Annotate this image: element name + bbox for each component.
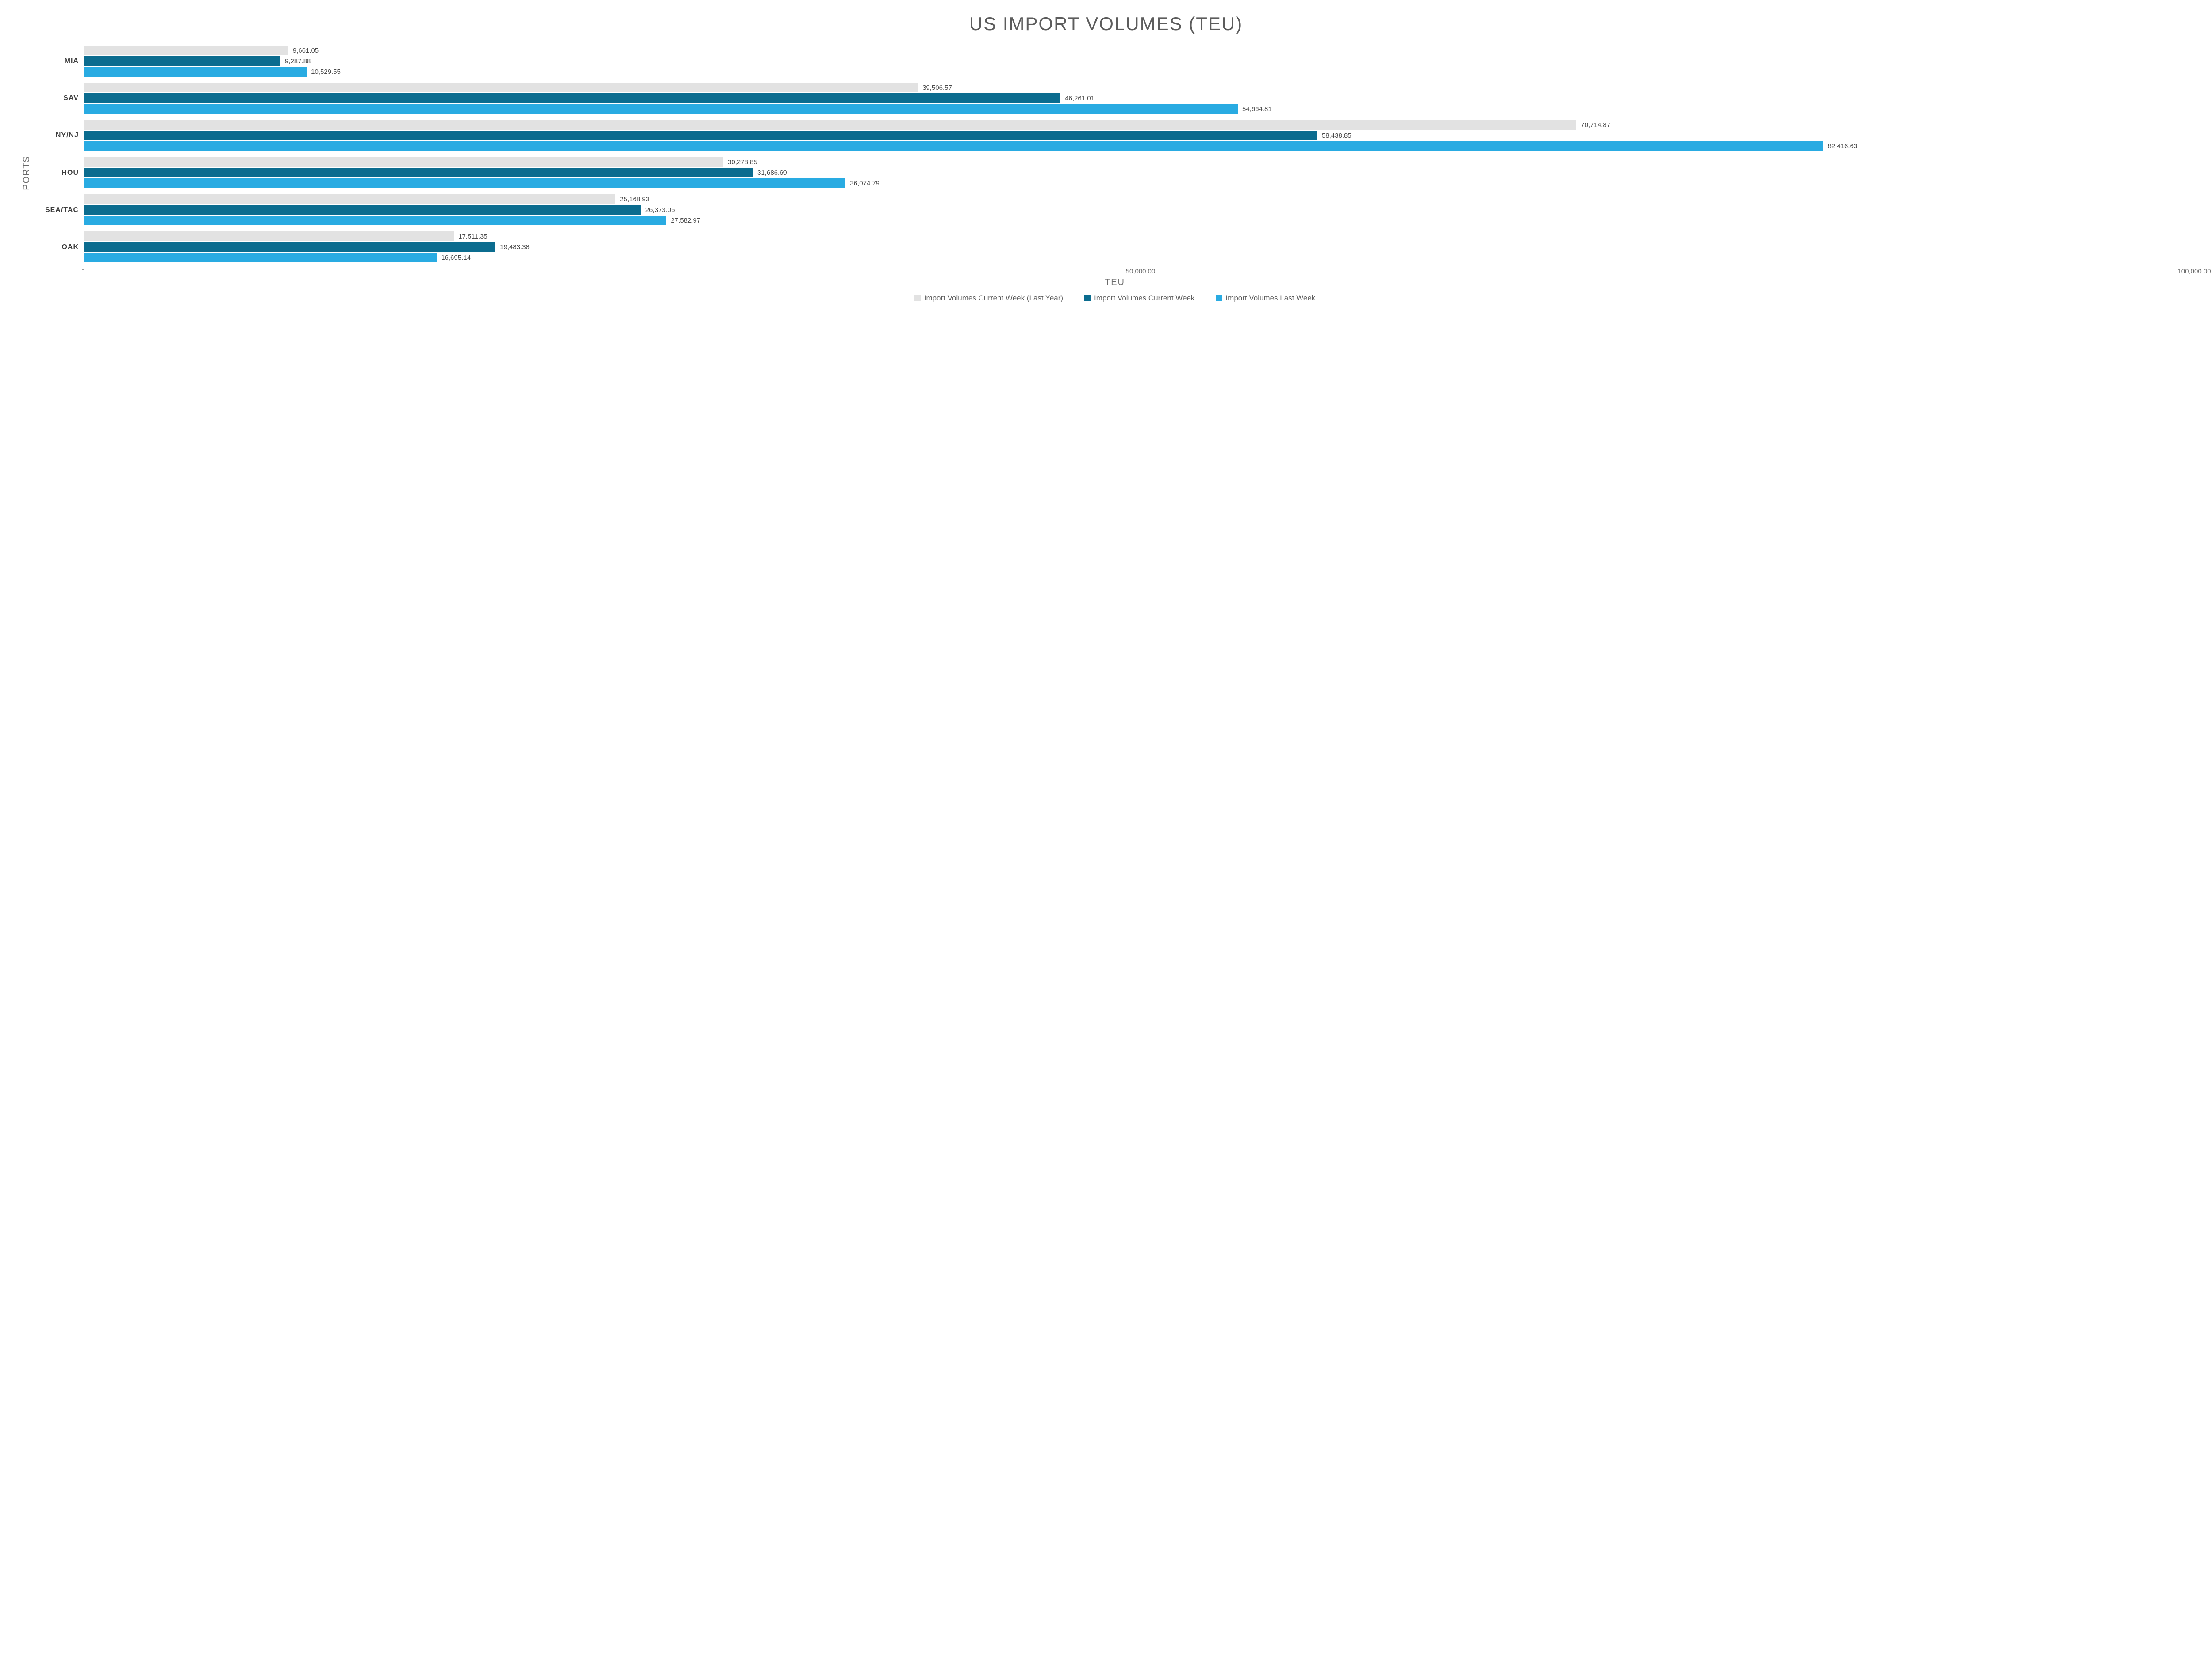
bar-group: 17,511.35 19,483.38 16,695.14: [84, 228, 2194, 266]
bar-row: 58,438.85: [84, 131, 2194, 140]
bar: [84, 242, 495, 252]
x-ticks: 50,000.00100,000.00: [87, 266, 2194, 277]
bar-row: 9,287.88: [84, 56, 2194, 66]
category-labels: MIASAVNY/NJHOUSEA/TACOAK: [35, 42, 84, 266]
bar: [84, 141, 1823, 151]
plot-row: MIASAVNY/NJHOUSEA/TACOAK 9,661.05 9,287.8…: [35, 42, 2194, 266]
x-axis-label: TEU: [35, 277, 2194, 288]
bar-group: 39,506.57 46,261.01 54,664.81: [84, 80, 2194, 117]
bar-value-label: 30,278.85: [728, 158, 757, 166]
bar: [84, 178, 845, 188]
bar: [84, 104, 1238, 114]
bar-row: 25,168.93: [84, 194, 2194, 204]
bar: [84, 67, 307, 77]
legend-label: Import Volumes Last Week: [1225, 294, 1315, 303]
legend-label: Import Volumes Current Week: [1094, 294, 1194, 303]
y-axis-label-wrap: PORTS: [18, 42, 35, 303]
legend-item: Import Volumes Current Week: [1084, 294, 1194, 303]
bar-value-label: 16,695.14: [441, 254, 471, 262]
bar: [84, 216, 666, 225]
bar-value-label: 54,664.81: [1242, 105, 1272, 113]
category-label: HOU: [35, 154, 84, 192]
bar-row: 70,714.87: [84, 120, 2194, 130]
category-label: MIA: [35, 42, 84, 80]
chart-body: PORTS MIASAVNY/NJHOUSEA/TACOAK 9,661.059…: [18, 42, 2194, 303]
bar-row: 82,416.63: [84, 141, 2194, 151]
bar: [84, 93, 1060, 103]
bar-value-label: 26,373.06: [645, 206, 675, 214]
bar-value-label: 31,686.69: [757, 169, 787, 177]
bar-value-label: 25,168.93: [620, 196, 649, 203]
bar-row: 16,695.14: [84, 253, 2194, 262]
bar-row: 54,664.81: [84, 104, 2194, 114]
bar-row: 9,661.05: [84, 46, 2194, 55]
bar: [84, 83, 918, 92]
x-ticks-row: - 50,000.00100,000.00: [35, 266, 2194, 277]
bar: [84, 56, 280, 66]
legend-label: Import Volumes Current Week (Last Year): [924, 294, 1063, 303]
category-label: SAV: [35, 80, 84, 117]
bar-row: 27,582.97: [84, 216, 2194, 225]
bar-value-label: 70,714.87: [1581, 121, 1610, 129]
legend-item: Import Volumes Last Week: [1216, 294, 1315, 303]
legend-item: Import Volumes Current Week (Last Year): [914, 294, 1063, 303]
bar: [84, 46, 288, 55]
x-tick-label: 50,000.00: [1126, 268, 1156, 275]
bar-value-label: 17,511.35: [458, 233, 488, 240]
bar-row: 26,373.06: [84, 205, 2194, 215]
bar-row: 30,278.85: [84, 157, 2194, 167]
x-tick-zero: -: [35, 266, 87, 277]
bar-row: 17,511.35: [84, 231, 2194, 241]
category-label: NY/NJ: [35, 117, 84, 154]
x-tick-label: 100,000.00: [2177, 268, 2211, 275]
bar-group: 70,714.87 58,438.85 82,416.63: [84, 117, 2194, 154]
bar-value-label: 36,074.79: [850, 180, 879, 187]
bar-value-label: 39,506.57: [922, 84, 952, 92]
bar-value-label: 27,582.97: [671, 217, 700, 224]
bar-row: 10,529.55: [84, 67, 2194, 77]
chart-container: US IMPORT VOLUMES (TEU) PORTS MIASAVNY/N…: [18, 13, 2194, 303]
bar: [84, 205, 641, 215]
bar: [84, 231, 454, 241]
plot-area: 9,661.05 9,287.8810,529.55 39,506.57 46,261…: [84, 42, 2194, 266]
bar-value-label: 46,261.01: [1065, 95, 1094, 102]
bar-value-label: 58,438.85: [1322, 132, 1352, 139]
bar-row: 39,506.57: [84, 83, 2194, 92]
legend-swatch: [1216, 295, 1222, 301]
bar-group: 25,168.93 26,373.06 27,582.97: [84, 191, 2194, 228]
legend-swatch: [914, 295, 921, 301]
plot-column: MIASAVNY/NJHOUSEA/TACOAK 9,661.05 9,287.8…: [35, 42, 2194, 303]
bar-group: 9,661.05 9,287.8810,529.55: [84, 42, 2194, 80]
category-label: SEA/TAC: [35, 192, 84, 229]
bar-row: 36,074.79: [84, 178, 2194, 188]
legend: Import Volumes Current Week (Last Year) I…: [35, 294, 2194, 303]
bar: [84, 120, 1576, 130]
bar-value-label: 9,661.05: [293, 47, 319, 54]
bar: [84, 168, 753, 177]
bar-value-label: 82,416.63: [1828, 142, 1857, 150]
legend-swatch: [1084, 295, 1091, 301]
bar: [84, 157, 723, 167]
bar: [84, 253, 437, 262]
bar-value-label: 19,483.38: [500, 243, 530, 251]
bar: [84, 194, 615, 204]
chart-title: US IMPORT VOLUMES (TEU): [18, 13, 2194, 35]
bar-row: 31,686.69: [84, 168, 2194, 177]
y-axis-label: PORTS: [22, 155, 32, 190]
bar-group: 30,278.8531,686.69 36,074.79: [84, 154, 2194, 191]
category-label: OAK: [35, 229, 84, 266]
bar-value-label: 10,529.55: [311, 68, 341, 76]
bar-row: 46,261.01: [84, 93, 2194, 103]
bar-row: 19,483.38: [84, 242, 2194, 252]
bar-value-label: 9,287.88: [285, 58, 311, 65]
bar: [84, 131, 1317, 140]
